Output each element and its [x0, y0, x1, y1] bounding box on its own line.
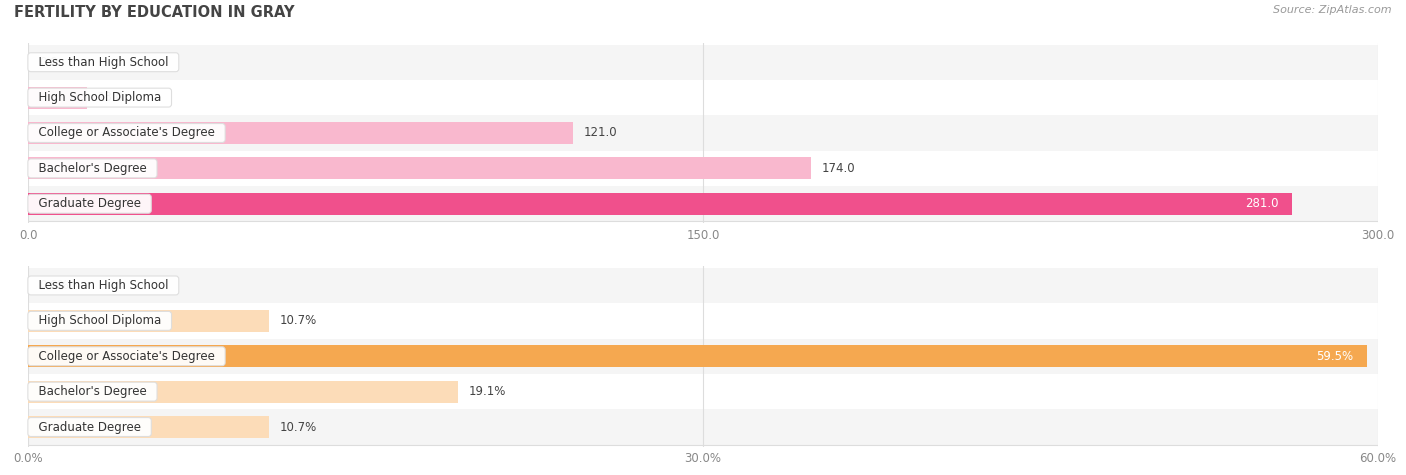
- Bar: [28, 157, 811, 180]
- Text: Bachelor's Degree: Bachelor's Degree: [31, 162, 155, 175]
- Text: Graduate Degree: Graduate Degree: [31, 197, 148, 210]
- Text: College or Associate's Degree: College or Associate's Degree: [31, 126, 222, 140]
- Bar: [28, 80, 1378, 115]
- Text: College or Associate's Degree: College or Associate's Degree: [31, 350, 222, 363]
- Bar: [28, 86, 87, 109]
- Text: 13.0: 13.0: [97, 91, 124, 104]
- Text: 281.0: 281.0: [1246, 197, 1279, 210]
- Bar: [28, 374, 1378, 409]
- Text: Less than High School: Less than High School: [31, 279, 176, 292]
- Bar: [28, 115, 1378, 151]
- Text: High School Diploma: High School Diploma: [31, 314, 169, 327]
- Bar: [28, 380, 458, 403]
- Text: 19.1%: 19.1%: [468, 385, 506, 398]
- Text: 0.0: 0.0: [39, 56, 58, 69]
- Text: 174.0: 174.0: [821, 162, 855, 175]
- Bar: [28, 345, 1367, 367]
- Text: Source: ZipAtlas.com: Source: ZipAtlas.com: [1274, 5, 1392, 15]
- Text: High School Diploma: High School Diploma: [31, 91, 169, 104]
- Text: FERTILITY BY EDUCATION IN GRAY: FERTILITY BY EDUCATION IN GRAY: [14, 5, 295, 20]
- Text: Graduate Degree: Graduate Degree: [31, 420, 148, 434]
- Bar: [28, 186, 1378, 221]
- Bar: [28, 409, 1378, 445]
- Bar: [28, 122, 572, 144]
- Bar: [28, 310, 269, 332]
- Text: 59.5%: 59.5%: [1316, 350, 1353, 363]
- Bar: [28, 416, 269, 438]
- Text: Bachelor's Degree: Bachelor's Degree: [31, 385, 155, 398]
- Text: Less than High School: Less than High School: [31, 56, 176, 69]
- Text: 0.0%: 0.0%: [39, 279, 69, 292]
- Bar: [28, 193, 1292, 215]
- Text: 121.0: 121.0: [583, 126, 617, 140]
- Bar: [28, 268, 1378, 303]
- Text: 10.7%: 10.7%: [280, 314, 316, 327]
- Bar: [28, 45, 1378, 80]
- Bar: [28, 339, 1378, 374]
- Bar: [28, 303, 1378, 339]
- Text: 10.7%: 10.7%: [280, 420, 316, 434]
- Bar: [28, 151, 1378, 186]
